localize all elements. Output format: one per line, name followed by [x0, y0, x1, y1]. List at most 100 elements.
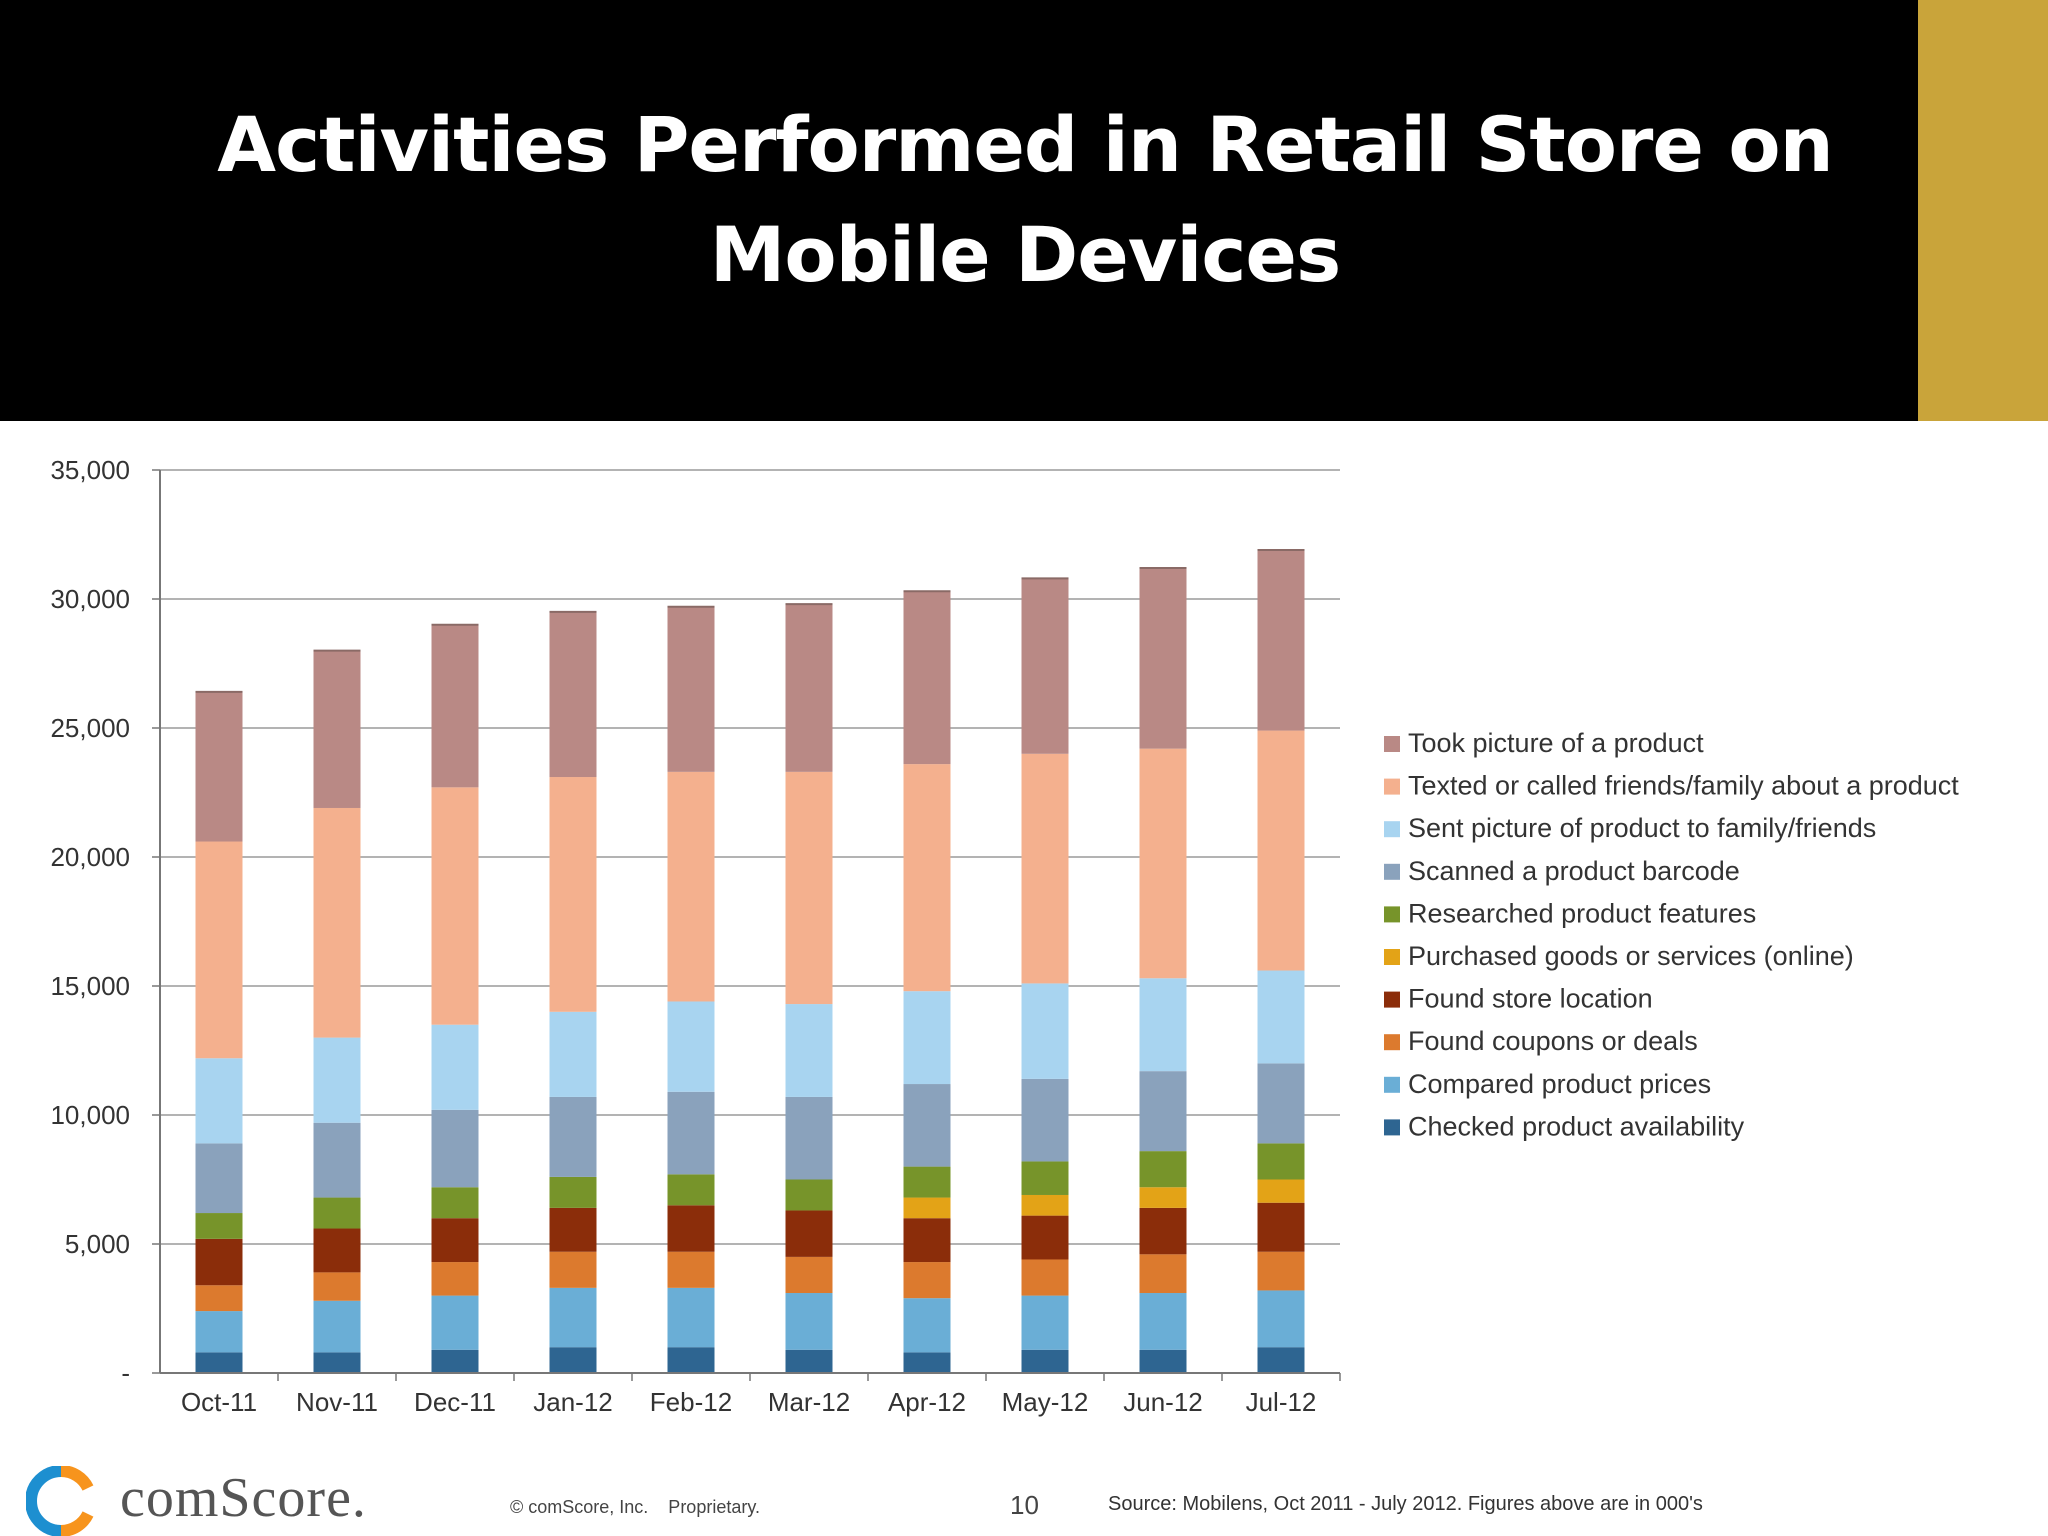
- y-tick-label: 5,000: [65, 1229, 130, 1259]
- bar-segment-4-5: [667, 1174, 715, 1206]
- bar-segment-2-0: [431, 1349, 479, 1373]
- bar-segment-0-3: [195, 1238, 243, 1286]
- bar-segment-1-1: [313, 1300, 361, 1353]
- bar-segment-9-1: [1257, 1290, 1305, 1348]
- bar-segment-6-5: [903, 1166, 951, 1198]
- x-tick-label: May-12: [1002, 1387, 1089, 1417]
- bar-segment-4-7: [667, 1001, 715, 1092]
- bar-segment-8-9: [1139, 568, 1187, 749]
- bar-segment-1-7: [313, 1037, 361, 1123]
- bar-segment-5-5: [785, 1179, 833, 1211]
- title-banner: [0, 0, 1918, 421]
- bar-segment-1-0: [313, 1352, 361, 1373]
- bar-segment-8-0: [1139, 1349, 1187, 1373]
- bar-segment-0-7: [195, 1058, 243, 1144]
- bar-segment-2-5: [431, 1187, 479, 1219]
- bar-segment-1-6: [313, 1122, 361, 1198]
- bar-segment-6-2: [903, 1262, 951, 1299]
- legend-swatch: [1384, 778, 1400, 795]
- bar-segment-0-0: [195, 1352, 243, 1373]
- bar-segment-4-1: [667, 1287, 715, 1348]
- bar-segment-0-5: [195, 1213, 243, 1239]
- bar-segment-9-2: [1257, 1251, 1305, 1291]
- comscore-logo-icon: [26, 1466, 94, 1536]
- bar-segment-3-3: [549, 1207, 597, 1252]
- bar-segment-6-9: [903, 591, 951, 765]
- bar-segment-7-6: [1021, 1078, 1069, 1162]
- legend-label: Purchased goods or services (online): [1408, 941, 1854, 971]
- y-tick-label: 20,000: [50, 842, 130, 872]
- legend-swatch: [1384, 736, 1400, 752]
- bar-segment-7-1: [1021, 1295, 1069, 1350]
- x-tick-label: Oct-11: [181, 1387, 257, 1417]
- bar-segment-7-2: [1021, 1259, 1069, 1296]
- y-tick-label: 30,000: [50, 584, 130, 614]
- bar-segment-0-2: [195, 1285, 243, 1312]
- bar-segment-8-8: [1139, 748, 1187, 979]
- legend-swatch: [1384, 1076, 1400, 1093]
- bar-segment-9-7: [1257, 970, 1305, 1064]
- legend-label: Compared product prices: [1408, 1069, 1711, 1099]
- x-tick-label: Mar-12: [768, 1387, 850, 1417]
- bar-segment-4-0: [667, 1347, 715, 1373]
- y-tick-label: 35,000: [50, 455, 130, 485]
- bar-segment-2-8: [431, 787, 479, 1025]
- legend-swatch: [1384, 991, 1400, 1008]
- legend: Took picture of a product Texted or calle…: [1384, 728, 1959, 1141]
- bar-segment-9-9: [1257, 549, 1305, 731]
- x-tick-label: Nov-11: [296, 1387, 378, 1417]
- legend-label: Checked product availability: [1408, 1111, 1745, 1141]
- stacked-bar-chart: - 5,000 10,000 15,000 20,000 25,000 30,000 35,0…: [50, 455, 1959, 1417]
- legend-label: Found store location: [1408, 984, 1653, 1014]
- bar-segment-5-2: [785, 1256, 833, 1294]
- bar-segment-6-6: [903, 1084, 951, 1167]
- legend-swatch: [1384, 1119, 1400, 1136]
- legend-label: Found coupons or deals: [1408, 1026, 1698, 1056]
- legend-label: Scanned a product barcode: [1408, 856, 1740, 886]
- legend-label: Took picture of a product: [1408, 728, 1704, 758]
- y-tick-label: 25,000: [50, 713, 130, 743]
- bar-segment-9-0: [1257, 1347, 1305, 1373]
- bar-segment-8-5: [1139, 1151, 1187, 1188]
- bar-segment-1-8: [313, 807, 361, 1038]
- bar-segment-8-3: [1139, 1207, 1187, 1255]
- bar-segment-8-1: [1139, 1293, 1187, 1350]
- bar-segment-9-8: [1257, 730, 1305, 971]
- slide-title: Activities Performed in Retail Store on …: [217, 100, 1833, 299]
- bar-segment-0-6: [195, 1143, 243, 1214]
- legend-swatch: [1384, 863, 1400, 880]
- bar-segment-7-8: [1021, 753, 1069, 984]
- bar-segment-6-1: [903, 1298, 951, 1353]
- bar-segment-6-3: [903, 1218, 951, 1263]
- bar-segment-5-6: [785, 1096, 833, 1180]
- bar-segment-3-8: [549, 777, 597, 1012]
- bar-segment-2-9: [431, 624, 479, 788]
- gold-accent-bar: [1918, 0, 2048, 421]
- bar-segment-1-3: [313, 1228, 361, 1273]
- bar-segment-7-4: [1021, 1194, 1069, 1216]
- copyright-text: © comScore, Inc. Proprietary.: [510, 1497, 761, 1517]
- bars: [195, 548, 1305, 1373]
- bar-segment-9-6: [1257, 1063, 1305, 1144]
- legend-swatch: [1384, 949, 1400, 965]
- bar-segment-1-5: [313, 1197, 361, 1229]
- bar-segment-2-1: [431, 1295, 479, 1350]
- bar-segment-4-3: [667, 1205, 715, 1252]
- bar-segment-4-8: [667, 771, 715, 1002]
- legend-label: Texted or called friends/family about a …: [1408, 771, 1959, 801]
- bar-segment-3-6: [549, 1096, 597, 1177]
- axes: - 5,000 10,000 15,000 20,000 25,000 30,000 35,0…: [50, 455, 1341, 1417]
- brand-name: comScore.: [120, 1467, 367, 1529]
- bar-segment-1-2: [313, 1272, 361, 1301]
- x-tick-label: Dec-11: [414, 1387, 496, 1417]
- bar-segment-7-3: [1021, 1215, 1069, 1260]
- bar-segment-5-0: [785, 1349, 833, 1373]
- bar-segment-2-3: [431, 1218, 479, 1263]
- bar-segment-7-7: [1021, 983, 1069, 1079]
- bar-segment-6-8: [903, 764, 951, 992]
- bar-segment-5-1: [785, 1293, 833, 1350]
- bar-segment-0-1: [195, 1311, 243, 1353]
- bar-segment-5-8: [785, 771, 833, 1005]
- legend-label: Researched product features: [1408, 898, 1756, 928]
- bar-segment-2-2: [431, 1262, 479, 1296]
